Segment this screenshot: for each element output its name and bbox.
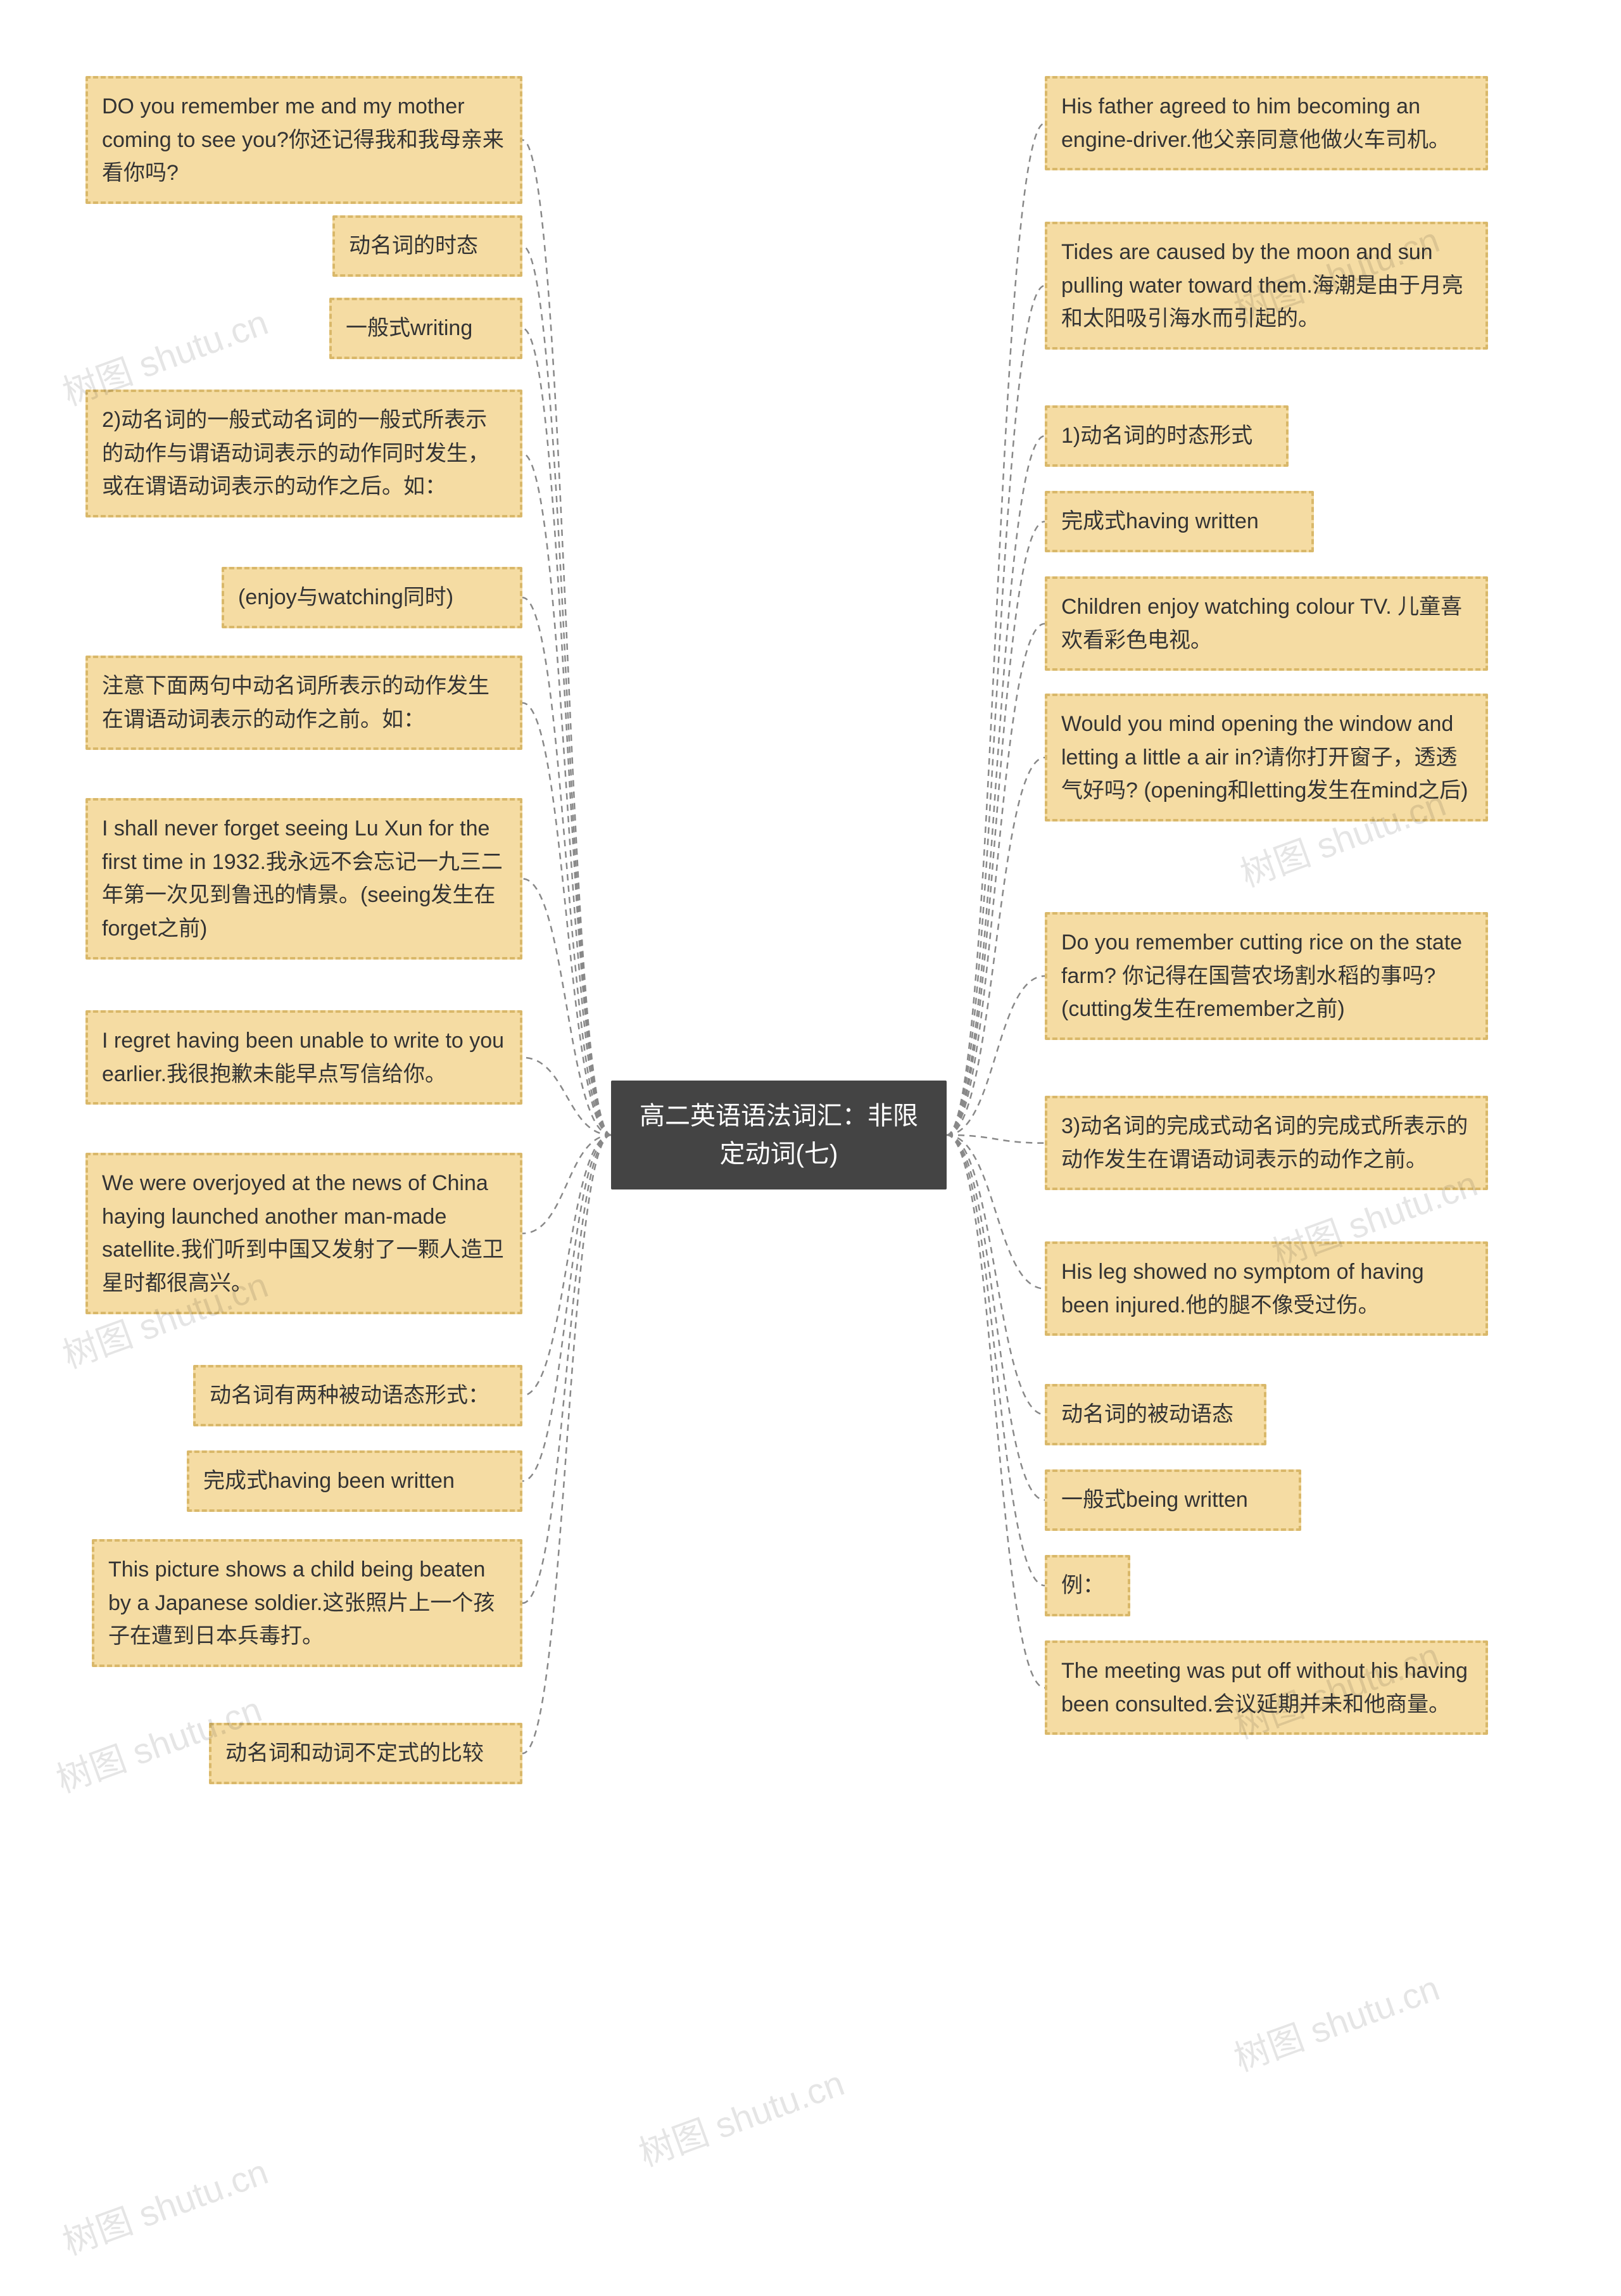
mindmap-node-R2: Tides are caused by the moon and sun pul… bbox=[1045, 222, 1488, 350]
mindmap-node-L9: We were overjoyed at the news of China h… bbox=[85, 1153, 522, 1314]
mindmap-node-L10: 动名词有两种被动语态形式： bbox=[193, 1365, 522, 1426]
mindmap-node-R13: The meeting was put off without his havi… bbox=[1045, 1640, 1488, 1735]
mindmap-node-L6: 注意下面两句中动名词所表示的动作发生在谓语动词表示的动作之前。如： bbox=[85, 656, 522, 750]
watermark: 树图 shutu.cn bbox=[631, 2055, 850, 2176]
mindmap-node-L7: I shall never forget seeing Lu Xun for t… bbox=[85, 798, 522, 960]
mindmap-node-R5: Children enjoy watching colour TV. 儿童喜欢看… bbox=[1045, 576, 1488, 671]
mindmap-node-L1: DO you remember me and my mother coming … bbox=[85, 76, 522, 204]
mindmap-node-R7: Do you remember cutting rice on the stat… bbox=[1045, 912, 1488, 1040]
mindmap-node-R3: 1)动名词的时态形式 bbox=[1045, 405, 1289, 467]
mindmap-node-L2: 动名词的时态 bbox=[332, 215, 522, 277]
mindmap-node-R10: 动名词的被动语态 bbox=[1045, 1384, 1266, 1445]
mindmap-node-L12: This picture shows a child being beaten … bbox=[92, 1539, 522, 1667]
mindmap-node-L3: 一般式writing bbox=[329, 298, 522, 359]
mindmap-node-R12: 例： bbox=[1045, 1555, 1130, 1616]
mindmap-node-R4: 完成式having written bbox=[1045, 491, 1314, 552]
mindmap-node-R11: 一般式being written bbox=[1045, 1469, 1301, 1531]
mindmap-node-L13: 动名词和动词不定式的比较 bbox=[209, 1723, 522, 1784]
watermark: 树图 shutu.cn bbox=[54, 2143, 274, 2265]
center-topic: 高二英语语法词汇：非限 定动词(七) bbox=[611, 1081, 947, 1189]
mindmap-node-L5: (enjoy与watching同时) bbox=[222, 567, 522, 628]
mindmap-node-L8: I regret having been unable to write to … bbox=[85, 1010, 522, 1105]
mindmap-node-R6: Would you mind opening the window and le… bbox=[1045, 694, 1488, 821]
watermark: 树图 shutu.cn bbox=[1226, 1960, 1446, 2081]
mindmap-node-R1: His father agreed to him becoming an eng… bbox=[1045, 76, 1488, 170]
mindmap-node-L11: 完成式having been written bbox=[187, 1450, 522, 1512]
mindmap-node-R8: 3)动名词的完成式动名词的完成式所表示的动作发生在谓语动词表示的动作之前。 bbox=[1045, 1096, 1488, 1190]
mindmap-node-L4: 2)动名词的一般式动名词的一般式所表示的动作与谓语动词表示的动作同时发生，或在谓… bbox=[85, 390, 522, 517]
mindmap-node-R9: His leg showed no symptom of having been… bbox=[1045, 1241, 1488, 1336]
